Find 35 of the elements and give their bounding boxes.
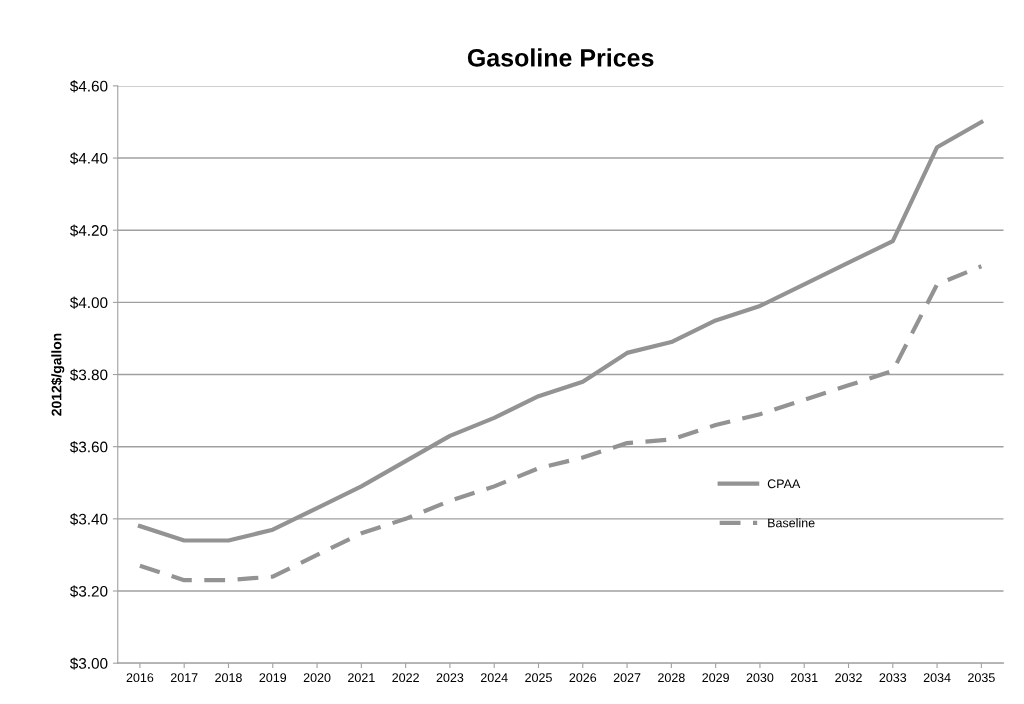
line-series xyxy=(137,119,984,543)
x-tick-label: 2017 xyxy=(170,673,198,683)
x-tick-label: 2029 xyxy=(702,673,729,683)
y-tick-label: $3.20 xyxy=(69,585,108,598)
y-tick-label: $4.60 xyxy=(69,80,108,93)
legend-label: Baseline xyxy=(768,518,815,528)
y-tick-label: $3.60 xyxy=(69,440,108,454)
x-tick-label: 2033 xyxy=(879,673,907,683)
y-axis-title: 2012$/gallon xyxy=(51,333,65,416)
x-tick-label: 2022 xyxy=(392,673,419,683)
x-tick-label: 2032 xyxy=(835,673,862,683)
x-tick-label: 2016 xyxy=(126,673,154,683)
chart-title: Gasoline Prices xyxy=(467,48,654,67)
y-tick-label: $3.80 xyxy=(69,368,108,382)
y-tick-label: $3.40 xyxy=(69,513,108,526)
x-tick-label: 2021 xyxy=(348,673,375,683)
y-tick-label: $3.00 xyxy=(69,657,108,670)
x-tick-label: 2027 xyxy=(613,673,641,683)
x-tick-label: 2030 xyxy=(746,673,774,683)
legend-label: CPAA xyxy=(767,479,801,489)
x-tick-label: 2024 xyxy=(480,673,508,683)
x-tick-label: 2023 xyxy=(436,673,464,683)
y-tick-label: $4.20 xyxy=(69,224,108,237)
x-tick-label: 2028 xyxy=(658,673,685,683)
x-tick-label: 2025 xyxy=(525,673,552,683)
x-tick-label: 2035 xyxy=(968,673,995,683)
x-tick-label: 2026 xyxy=(569,673,597,683)
y-tick-label: $4.40 xyxy=(69,152,108,165)
x-tick-label: 2018 xyxy=(215,673,242,683)
x-tick-label: 2031 xyxy=(790,673,818,683)
x-tick-label: 2034 xyxy=(923,673,951,683)
x-tick-label: 2020 xyxy=(303,673,331,683)
y-tick-label: $4.00 xyxy=(69,296,108,309)
x-tick-label: 2019 xyxy=(259,673,287,683)
line-series xyxy=(137,264,984,583)
